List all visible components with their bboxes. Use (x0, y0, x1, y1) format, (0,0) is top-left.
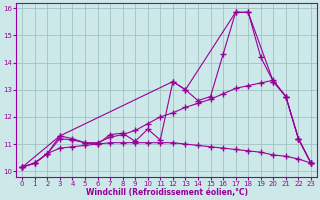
X-axis label: Windchill (Refroidissement éolien,°C): Windchill (Refroidissement éolien,°C) (85, 188, 248, 197)
